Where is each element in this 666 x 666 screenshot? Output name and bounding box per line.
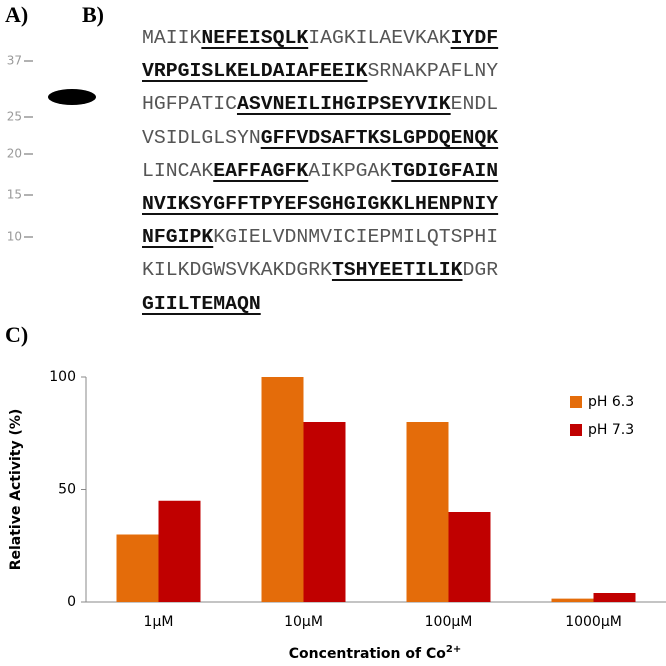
peptide: NFGIPK [142, 226, 214, 249]
residues: DGR [462, 259, 499, 282]
legend-label: pH 6.3 [588, 394, 634, 410]
marker-label: 37 [7, 54, 22, 68]
legend-swatch [570, 396, 582, 408]
panel-label: A) [5, 2, 29, 27]
gel-blot: 37 25 20 15 10 [7, 54, 96, 244]
peptide: VRPGISLKELDAIAFEEIK [142, 60, 368, 83]
sequence: MAIIKNEFEISQLKIAGKILAEVKAKIYDF VRPGISLKEL… [142, 22, 498, 321]
gel-band [48, 89, 96, 105]
x-tick-label: 10µM [284, 614, 323, 630]
bar [593, 593, 636, 602]
residues: LINCAK [142, 159, 214, 182]
bar [551, 598, 594, 602]
peptide: GFFVDSAFTKSLGPDQENQK [260, 126, 499, 149]
sequence-line: VRPGISLKELDAIAFEEIKSRNAKPAFLNY [142, 55, 498, 88]
marker-label: 10 [7, 230, 22, 244]
x-tick-label: 1000µM [565, 614, 622, 630]
sequence-line: VSIDLGLSYNGFFVDSAFTKSLGPDQENQK [142, 122, 498, 155]
sequence-line: HGFPATICASVNEILIHGIPSEYVIKENDL [142, 88, 498, 121]
peptide: TGDIGFAIN [391, 159, 499, 182]
y-tick-label: 100 [49, 369, 76, 385]
y-tick-label: 0 [67, 594, 76, 610]
marker-label: 25 [7, 110, 22, 124]
panel-label: C) [5, 322, 29, 347]
peptide: EAFFAGFK [213, 159, 309, 182]
residues: AIKPGAK [308, 159, 392, 182]
peptide: IYDF [450, 27, 499, 49]
residues: KGIELVDNMVICIEPMILQTSPHI [213, 226, 499, 249]
x-tick-label: 100µM [425, 614, 473, 630]
x-tick-label: 1µM [144, 614, 174, 630]
residues: HGFPATIC [142, 93, 237, 116]
bar [261, 377, 304, 602]
legend-label: pH 7.3 [588, 422, 634, 438]
marker-label: 20 [7, 147, 22, 161]
peptide: TSHYEETILIK [331, 259, 463, 282]
chart: 0 50 100 1µM 10µM 100µM 1000µM pH 6.3 pH 7.3 Conc… [8, 369, 666, 663]
residues: MAIIK [142, 27, 202, 49]
residues: SRNAKPAFLNY [367, 60, 499, 83]
sequence-line: MAIIKNEFEISQLKIAGKILAEVKAKIYDF [142, 22, 498, 55]
sequence-line: GIILTEMAQN [142, 288, 498, 321]
bar [448, 512, 491, 602]
residues: ENDL [450, 93, 499, 116]
peptide: NEFEISQLK [201, 27, 309, 49]
panel-label: B) [82, 2, 104, 27]
bar [406, 422, 449, 602]
marker-label: 15 [7, 188, 22, 202]
sequence-line: LINCAKEAFFAGFKAIKPGAKTGDIGFAIN [142, 155, 498, 188]
residues: IAGKILAEVKAK [308, 27, 451, 49]
y-tick-label: 50 [58, 482, 76, 498]
residues: KILKDGWSVKAKDGRK [142, 259, 332, 282]
legend-swatch [570, 424, 582, 436]
x-axis-label-text: Concentration of Co [289, 646, 446, 662]
x-axis-label-sup: 2+ [446, 644, 461, 655]
sequence-line: NFGIPKKGIELVDNMVICIEPMILQTSPHI [142, 221, 498, 254]
sequence-line: KILKDGWSVKAKDGRKTSHYEETILIKDGR [142, 254, 498, 287]
x-axis-label: Concentration of Co2+ [289, 644, 461, 663]
bar [303, 422, 346, 602]
y-axis-label: Relative Activity (%) [8, 409, 24, 571]
peptide: NVIKSYGFFTPYEFSGHGIGKKLHENPNIY [142, 193, 499, 216]
bar [158, 500, 201, 602]
residues: VSIDLGLSYN [142, 126, 261, 149]
peptide: GIILTEMAQN [142, 292, 261, 315]
peptide: ASVNEILIHGIPSEYVIK [236, 93, 451, 116]
bar [116, 534, 159, 602]
sequence-line: NVIKSYGFFTPYEFSGHGIGKKLHENPNIY [142, 188, 498, 221]
